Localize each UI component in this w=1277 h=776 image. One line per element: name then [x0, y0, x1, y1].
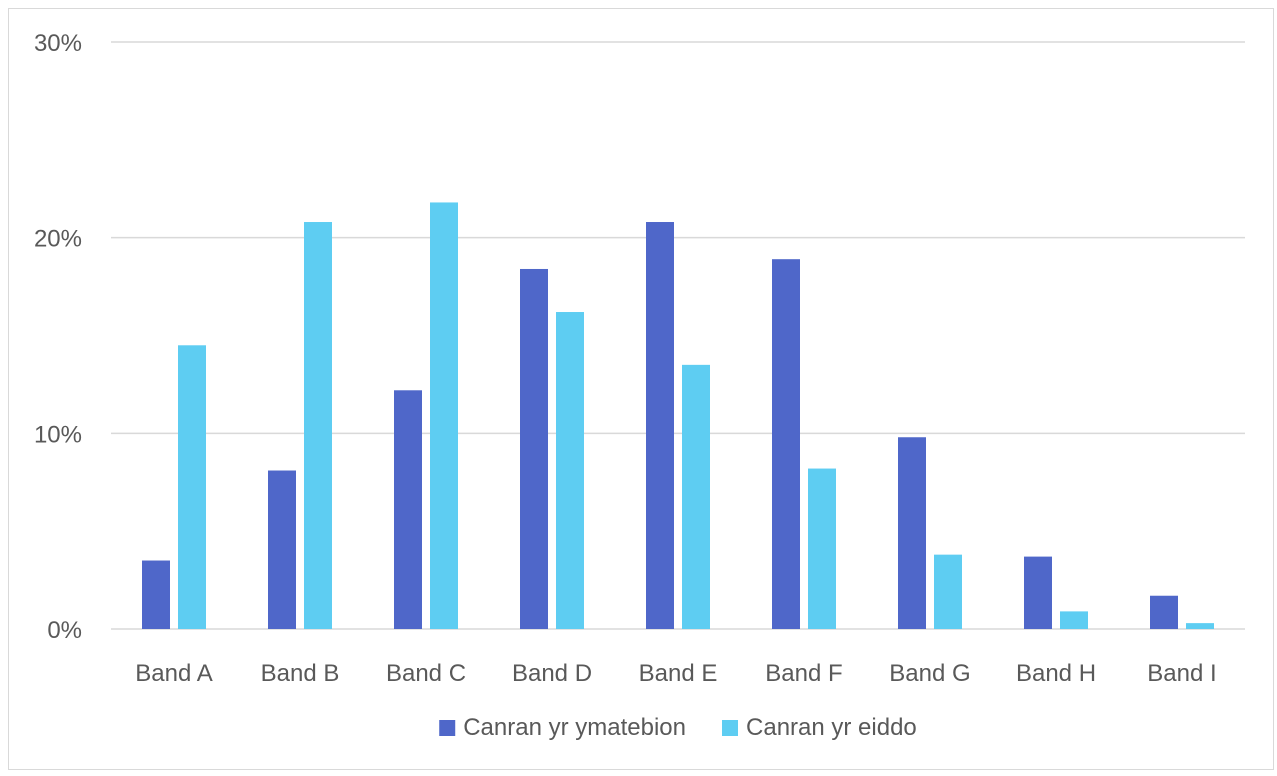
bar-responses [394, 390, 422, 629]
y-tick-label: 30% [34, 30, 82, 57]
legend-swatch [439, 720, 456, 736]
bar-properties [1186, 623, 1214, 629]
bar-properties [556, 312, 584, 629]
x-tick-label: Band H [1016, 660, 1096, 687]
bars [142, 202, 1214, 630]
y-tick-label: 10% [34, 421, 82, 448]
legend-swatch [722, 720, 739, 736]
legend-label: Canran yr ymatebion [463, 714, 686, 741]
bar-properties [430, 202, 458, 630]
bar-properties [934, 554, 962, 629]
x-tick-label: Band A [135, 660, 212, 687]
bar-properties [682, 364, 710, 629]
legend-item: Canran yr ymatebion [439, 714, 686, 741]
legend: Canran yr ymatebion Canran yr eiddo [439, 714, 917, 741]
bar-responses [520, 268, 548, 629]
legend-label: Canran yr eiddo [746, 714, 917, 741]
x-tick-label: Band E [639, 660, 718, 687]
bar-responses [646, 222, 674, 629]
x-tick-label: Band B [261, 660, 340, 687]
bar-responses [142, 560, 170, 629]
gridlines [111, 41, 1245, 630]
y-tick-label: 20% [34, 226, 82, 253]
bar-properties [178, 345, 206, 629]
bar-responses [898, 437, 926, 629]
bar-properties [808, 468, 836, 629]
bar-responses [268, 470, 296, 629]
x-tick-label: Band C [386, 660, 466, 687]
bar-responses [1024, 556, 1052, 629]
bar-responses [1150, 595, 1178, 629]
x-axis-ticks: Band A Band B Band C Band D Band E Band F Band… [135, 660, 1216, 687]
x-tick-label: Band F [765, 660, 842, 687]
legend-item: Canran yr eiddo [722, 714, 917, 741]
y-axis-ticks: 0% 10% 20% 30% [34, 30, 82, 644]
x-tick-label: Band I [1147, 660, 1216, 687]
y-tick-label: 0% [47, 617, 82, 644]
x-tick-label: Band G [889, 660, 970, 687]
bar-properties [304, 222, 332, 629]
bar-responses [772, 259, 800, 629]
x-tick-label: Band D [512, 660, 592, 687]
chart-frame [8, 8, 1274, 770]
bar-properties [1060, 611, 1088, 629]
